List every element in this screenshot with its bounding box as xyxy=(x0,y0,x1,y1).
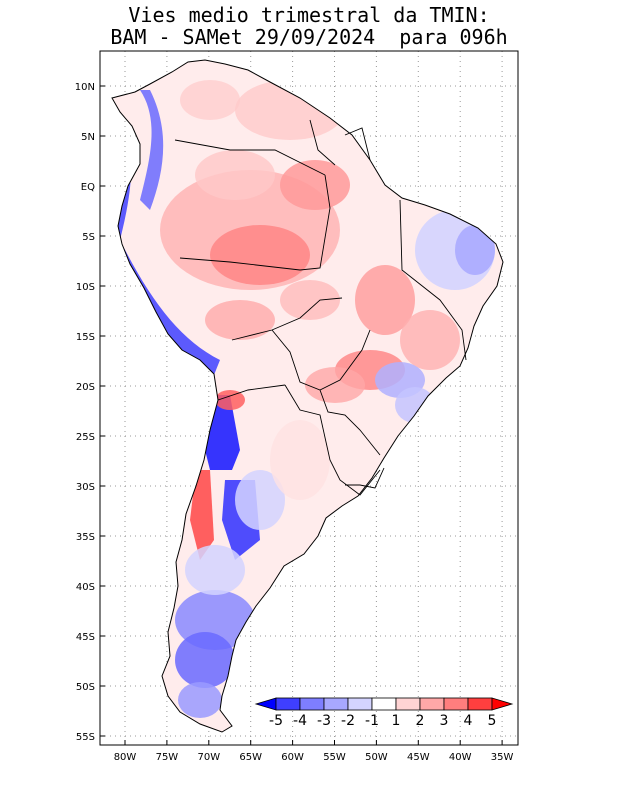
lat-tick-label: 25S xyxy=(76,432,95,443)
map-frame xyxy=(99,50,519,746)
map-title-line-1: Vies medio trimestral da TMIN: xyxy=(128,3,490,27)
colorbar-swatch xyxy=(419,697,445,711)
bias-field xyxy=(112,60,503,732)
lat-tick-label: 10N xyxy=(75,82,95,93)
lon-tick-label: 70W xyxy=(197,752,220,763)
colorbar-max-arrow xyxy=(491,697,514,711)
colorbar-swatch xyxy=(347,697,373,711)
colorbar-label: 1 xyxy=(392,713,401,729)
lat-tick-label: EQ xyxy=(81,182,95,193)
colorbar-swatch xyxy=(395,697,421,711)
lat-tick-label: 20S xyxy=(76,382,95,393)
lat-tick-label: 35S xyxy=(76,532,95,543)
colorbar-swatch xyxy=(371,697,397,711)
colorbar-label: 2 xyxy=(416,713,425,729)
lon-tick-label: 80W xyxy=(114,752,137,763)
lat-tick-label: 5N xyxy=(81,132,95,143)
colorbar-swatch xyxy=(323,697,349,711)
colorbar-label: 4 xyxy=(464,713,473,729)
lon-tick-label: 65W xyxy=(239,752,262,763)
country-borders xyxy=(174,119,467,496)
lon-tick-label: 35W xyxy=(491,752,514,763)
lat-tick-label: 5S xyxy=(82,232,95,243)
colorbar-label: -1 xyxy=(365,713,379,729)
map-title-line-2: BAM - SAMet 29/09/2024 para 096h xyxy=(110,25,508,49)
lon-tick-label: 45W xyxy=(407,752,430,763)
lat-tick-label: 40S xyxy=(76,582,95,593)
lat-tick-label: 45S xyxy=(76,632,95,643)
lat-tick-label: 15S xyxy=(76,332,95,343)
lon-tick-label: 55W xyxy=(323,752,346,763)
colorbar-label: 5 xyxy=(488,713,497,729)
lat-tick-label: 10S xyxy=(76,282,95,293)
lon-tick-label: 50W xyxy=(365,752,388,763)
colorbar-label: -3 xyxy=(317,713,331,729)
colorbar-swatch xyxy=(299,697,325,711)
lat-tick-label: 55S xyxy=(76,732,95,743)
lon-tick-label: 75W xyxy=(156,752,179,763)
lon-tick-label: 40W xyxy=(449,752,472,763)
colorbar-label: 3 xyxy=(440,713,449,729)
latitude-axis: 10N 5N EQ 5S 10S 15S 20S 25S 30S 35S 40S 45S 50S 55S xyxy=(75,82,105,743)
colorbar-label: -2 xyxy=(341,713,355,729)
longitude-axis: 80W 75W 70W 65W 60W 55W 50W 45W 40W 35W xyxy=(114,740,514,763)
colorbar-swatch xyxy=(443,697,469,711)
lon-tick-label: 60W xyxy=(281,752,304,763)
colorbar-swatch xyxy=(275,697,301,711)
colorbar: -5 -4 -3 -2 -1 1 2 3 4 5 xyxy=(254,697,514,729)
colorbar-label: -4 xyxy=(293,713,307,729)
colorbar-label: -5 xyxy=(269,713,283,729)
lat-tick-label: 50S xyxy=(76,682,95,693)
colorbar-swatch xyxy=(467,697,493,711)
lat-tick-label: 30S xyxy=(76,482,95,493)
